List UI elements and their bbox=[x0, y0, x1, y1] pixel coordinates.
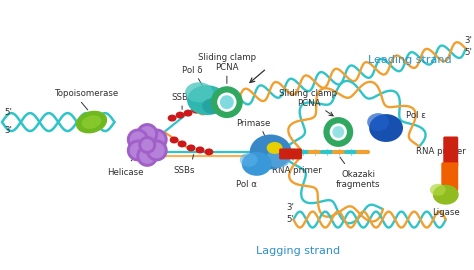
Text: 5': 5' bbox=[4, 108, 12, 117]
Text: 3': 3' bbox=[287, 203, 294, 212]
Circle shape bbox=[138, 136, 156, 154]
Circle shape bbox=[323, 117, 353, 147]
Ellipse shape bbox=[170, 137, 179, 143]
FancyBboxPatch shape bbox=[279, 148, 302, 159]
Ellipse shape bbox=[191, 107, 201, 114]
Text: SSBs: SSBs bbox=[171, 93, 192, 102]
Text: SSBs: SSBs bbox=[173, 166, 195, 175]
Ellipse shape bbox=[242, 152, 272, 176]
Ellipse shape bbox=[82, 115, 101, 129]
Text: Lagging strand: Lagging strand bbox=[256, 247, 340, 256]
Text: 3': 3' bbox=[4, 126, 12, 134]
Ellipse shape bbox=[267, 148, 291, 168]
Text: 5': 5' bbox=[287, 215, 294, 224]
Circle shape bbox=[139, 126, 155, 142]
Text: RNA primer: RNA primer bbox=[416, 147, 465, 156]
Circle shape bbox=[149, 131, 164, 147]
Ellipse shape bbox=[369, 114, 403, 142]
Ellipse shape bbox=[250, 134, 292, 169]
Text: Sliding clamp
PCNA: Sliding clamp PCNA bbox=[198, 53, 256, 72]
Circle shape bbox=[146, 129, 168, 150]
Circle shape bbox=[220, 95, 234, 109]
FancyBboxPatch shape bbox=[441, 162, 458, 191]
Ellipse shape bbox=[76, 111, 107, 133]
Text: Sliding clamp
PCNA: Sliding clamp PCNA bbox=[279, 89, 337, 108]
Circle shape bbox=[139, 148, 155, 164]
Ellipse shape bbox=[267, 142, 283, 154]
Ellipse shape bbox=[176, 112, 184, 119]
Text: Ligase: Ligase bbox=[432, 208, 460, 217]
Ellipse shape bbox=[202, 98, 224, 114]
Circle shape bbox=[130, 143, 146, 158]
Ellipse shape bbox=[187, 144, 195, 151]
Ellipse shape bbox=[367, 113, 389, 131]
Circle shape bbox=[218, 93, 236, 111]
Text: Helicase: Helicase bbox=[108, 168, 144, 177]
Text: Primase: Primase bbox=[237, 119, 271, 128]
Circle shape bbox=[141, 139, 153, 151]
Circle shape bbox=[149, 143, 164, 158]
Ellipse shape bbox=[433, 185, 459, 205]
Ellipse shape bbox=[168, 114, 177, 122]
Ellipse shape bbox=[195, 146, 204, 153]
FancyBboxPatch shape bbox=[443, 137, 458, 167]
Circle shape bbox=[130, 131, 146, 147]
Text: Pol ε: Pol ε bbox=[406, 111, 426, 120]
Ellipse shape bbox=[178, 140, 187, 147]
Circle shape bbox=[127, 129, 149, 150]
Text: Leading strand: Leading strand bbox=[368, 55, 452, 65]
Circle shape bbox=[330, 124, 346, 140]
Circle shape bbox=[137, 145, 158, 167]
Text: Pol α: Pol α bbox=[236, 180, 257, 189]
Text: 3': 3' bbox=[465, 36, 473, 45]
Text: 5': 5' bbox=[465, 48, 473, 57]
Ellipse shape bbox=[185, 82, 213, 102]
Circle shape bbox=[137, 123, 158, 145]
Ellipse shape bbox=[183, 110, 192, 117]
Text: RNA primer: RNA primer bbox=[272, 166, 321, 175]
Circle shape bbox=[332, 126, 344, 138]
Circle shape bbox=[146, 140, 168, 161]
Text: Okazaki
fragments: Okazaki fragments bbox=[336, 170, 381, 189]
Circle shape bbox=[127, 140, 149, 161]
Ellipse shape bbox=[240, 153, 258, 167]
Text: Pol δ: Pol δ bbox=[182, 66, 202, 75]
Ellipse shape bbox=[204, 148, 213, 156]
Ellipse shape bbox=[430, 184, 446, 196]
Text: Topoisomerase: Topoisomerase bbox=[55, 89, 119, 98]
Circle shape bbox=[211, 86, 243, 118]
Ellipse shape bbox=[187, 85, 227, 115]
